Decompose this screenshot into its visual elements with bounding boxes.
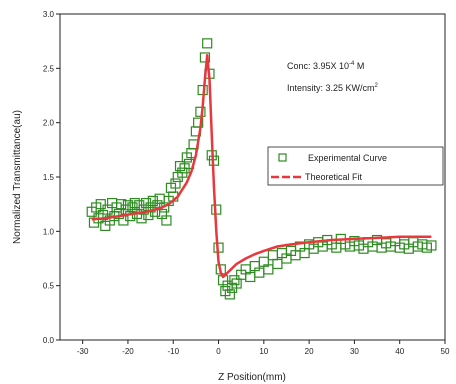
experimental-point xyxy=(263,264,274,275)
conc-annotation: Conc: 3.95X 10-4 M xyxy=(287,61,364,71)
y-tick-label: 0.0 xyxy=(43,336,55,345)
y-axis-title: Normalized Transmittance(au) xyxy=(12,110,23,244)
legend-label-theoretical: Theoretical Fit xyxy=(305,172,363,182)
legend-label-experimental: Experimental Curve xyxy=(308,153,387,163)
experimental-point xyxy=(170,178,181,189)
series-layer xyxy=(86,38,437,300)
x-tick-label: -30 xyxy=(77,347,89,356)
y-axis: 0.0 0.5 1.0 1.5 2.0 2.5 3.0 xyxy=(43,10,60,345)
x-axis: -30 -20 -10 0 10 20 30 40 50 xyxy=(77,340,450,356)
experimental-point xyxy=(426,240,437,251)
legend-marker-experimental xyxy=(278,153,287,162)
experimental-point xyxy=(202,38,213,49)
experimental-point xyxy=(154,193,165,204)
x-tick-label: 0 xyxy=(216,347,221,356)
experimental-point xyxy=(224,289,235,300)
y-tick-label: 1.0 xyxy=(43,227,55,236)
intensity-annotation: Intensity: 3.25 KW/cm2 xyxy=(287,83,379,93)
x-tick-label: -10 xyxy=(167,347,179,356)
y-tick-label: 2.0 xyxy=(43,119,55,128)
experimental-point xyxy=(199,52,211,63)
theoretical-fit-line xyxy=(91,54,432,279)
y-tick-label: 2.5 xyxy=(43,64,55,73)
experimental-point xyxy=(95,199,106,210)
x-tick-label: 40 xyxy=(395,347,404,356)
x-tick-label: -20 xyxy=(122,347,134,356)
experimental-point xyxy=(229,275,240,286)
experimental-point xyxy=(193,117,204,128)
experimental-point xyxy=(272,258,283,270)
y-tick-label: 0.5 xyxy=(43,282,55,291)
y-tick-label: 3.0 xyxy=(43,10,55,19)
x-tick-label: 10 xyxy=(259,347,268,356)
legend-box xyxy=(267,146,444,186)
x-tick-label: 50 xyxy=(441,347,450,356)
legend: Experimental Curve Theoretical Fit xyxy=(267,146,444,186)
x-axis-title: Z Position(mm) xyxy=(218,372,286,383)
x-tick-label: 20 xyxy=(305,347,314,356)
experimental-point xyxy=(267,250,278,261)
y-tick-label: 1.5 xyxy=(43,173,55,182)
experimental-point xyxy=(161,215,172,226)
x-tick-label: 30 xyxy=(350,347,359,356)
